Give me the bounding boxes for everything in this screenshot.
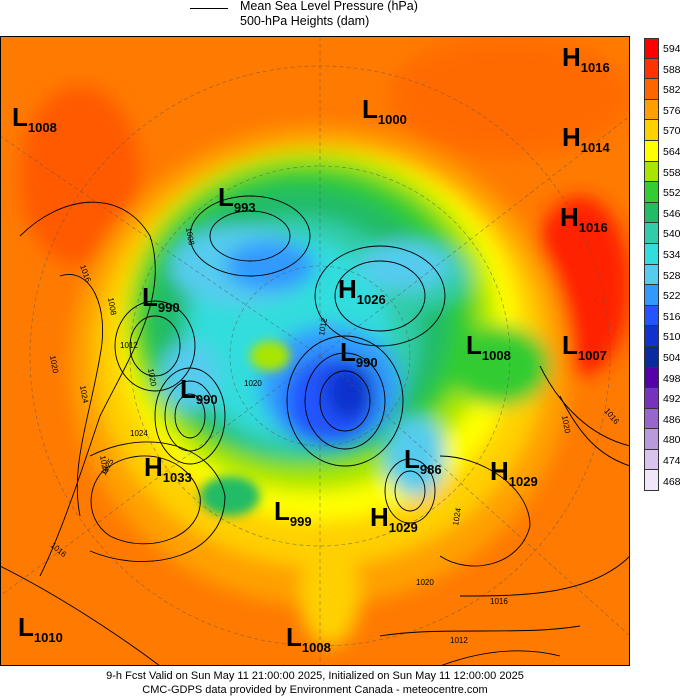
colorbar-cell bbox=[644, 58, 659, 80]
isobar-label: 1016 bbox=[490, 597, 508, 606]
isobar-label: 1020 bbox=[48, 355, 60, 375]
colorbar-label: 522 bbox=[663, 290, 680, 303]
colorbar-label: 552 bbox=[663, 187, 680, 200]
colorbar-cell bbox=[644, 346, 659, 368]
colorbar-cell bbox=[644, 305, 659, 327]
colorbar-label: 540 bbox=[663, 228, 680, 241]
colorbar-cell bbox=[644, 367, 659, 389]
system-value: 990 bbox=[356, 355, 378, 370]
colorbar-label: 510 bbox=[663, 331, 680, 344]
isobar-label: 1024 bbox=[78, 385, 90, 405]
system-value: 1016 bbox=[579, 220, 608, 235]
colorbar-cell bbox=[644, 388, 659, 409]
colorbar-label: 468 bbox=[663, 475, 680, 488]
footer-valid-time: 9-h Fcst Valid on Sun May 11 21:00:00 20… bbox=[106, 670, 524, 682]
colorbar-cell bbox=[644, 264, 659, 286]
system-value: 1026 bbox=[357, 292, 386, 307]
isobar-label: 1020 bbox=[244, 379, 262, 388]
system-value: 1007 bbox=[578, 348, 607, 363]
system-value: 1029 bbox=[509, 474, 538, 489]
system-value: 1010 bbox=[34, 630, 63, 645]
colorbar-label: 486 bbox=[663, 413, 680, 426]
colorbar-cell bbox=[644, 408, 659, 430]
isobar-label: 1020 bbox=[560, 415, 572, 435]
footer-credit: CMC-GDPS data provided by Environment Ca… bbox=[142, 684, 488, 696]
system-value: 1008 bbox=[302, 640, 331, 655]
colorbar-cell bbox=[644, 38, 659, 59]
colorbar-label: 558 bbox=[663, 166, 680, 179]
colorbar-label: 588 bbox=[663, 63, 680, 76]
colorbar-label: 546 bbox=[663, 207, 680, 220]
isobar-label: 1008 bbox=[184, 227, 196, 247]
isobar-label: 1020 bbox=[146, 368, 158, 388]
map-footer: 9-h Fcst Valid on Sun May 11 21:00:00 20… bbox=[0, 669, 630, 697]
system-value: 999 bbox=[290, 514, 312, 529]
map-legend: Mean Sea Level Pressure (hPa) 500-hPa He… bbox=[190, 0, 490, 34]
isobar-label: 1024 bbox=[130, 429, 148, 438]
system-value: 1000 bbox=[378, 112, 407, 127]
colorbar-cell bbox=[644, 140, 659, 162]
system-value: 1008 bbox=[482, 348, 511, 363]
system-value: 990 bbox=[196, 392, 218, 407]
system-value: 990 bbox=[158, 300, 180, 315]
isobar-label: 1024 bbox=[451, 507, 463, 527]
heights-legend-label: 500-hPa Heights (dam) bbox=[240, 14, 370, 28]
colorbar-label: 582 bbox=[663, 84, 680, 97]
mslp-legend-label: Mean Sea Level Pressure (hPa) bbox=[240, 0, 418, 13]
colorbar-label: 504 bbox=[663, 352, 680, 364]
isobar-label: 1012 bbox=[317, 317, 329, 337]
isobar-label: 1012 bbox=[450, 636, 468, 645]
colorbar-label: 516 bbox=[663, 310, 680, 323]
colorbar-cell bbox=[644, 243, 659, 265]
colorbar-cell bbox=[644, 79, 659, 100]
colorbar-label: 564 bbox=[663, 146, 680, 158]
colorbar-label: 594 bbox=[663, 43, 680, 55]
forecast-map: L1008 L1000 H1016 H1014 H1016 L993 L990 … bbox=[0, 36, 630, 666]
isobar-label: 1020 bbox=[416, 578, 434, 587]
colorbar-cell bbox=[644, 223, 659, 244]
colorbar-label: 474 bbox=[663, 455, 680, 467]
colorbar-cell bbox=[644, 285, 659, 306]
system-value: 1016 bbox=[581, 60, 610, 75]
colorbar-label: 570 bbox=[663, 125, 680, 138]
system-value: 993 bbox=[234, 200, 256, 215]
colorbar-label: 534 bbox=[663, 249, 680, 261]
colorbar-cell bbox=[644, 161, 659, 183]
isobar-label: 1028 bbox=[98, 455, 110, 475]
system-value: 1033 bbox=[163, 470, 192, 485]
colorbar-cell bbox=[644, 449, 659, 471]
colorbar-label: 480 bbox=[663, 434, 680, 447]
colorbar-label: 528 bbox=[663, 269, 680, 282]
colorbar-label: 576 bbox=[663, 104, 680, 117]
colorbar-cell bbox=[644, 202, 659, 224]
colorbar-cell bbox=[644, 99, 659, 121]
colorbar-cell bbox=[644, 182, 659, 203]
system-value: 1029 bbox=[389, 520, 418, 535]
colorbar-label: 492 bbox=[663, 393, 680, 406]
system-value: 1014 bbox=[581, 140, 611, 155]
height-colorbar bbox=[644, 38, 659, 492]
colorbar-cell bbox=[644, 429, 659, 450]
colorbar-cell bbox=[644, 326, 659, 347]
colorbar-cell bbox=[644, 120, 659, 141]
colorbar-cell bbox=[644, 470, 659, 492]
isobar-label: 1012 bbox=[120, 341, 138, 350]
colorbar-label: 498 bbox=[663, 372, 680, 385]
system-value: 986 bbox=[420, 462, 442, 477]
isobar-label: 1008 bbox=[106, 297, 118, 317]
system-value: 1008 bbox=[28, 120, 57, 135]
mslp-line-sample bbox=[190, 8, 228, 9]
